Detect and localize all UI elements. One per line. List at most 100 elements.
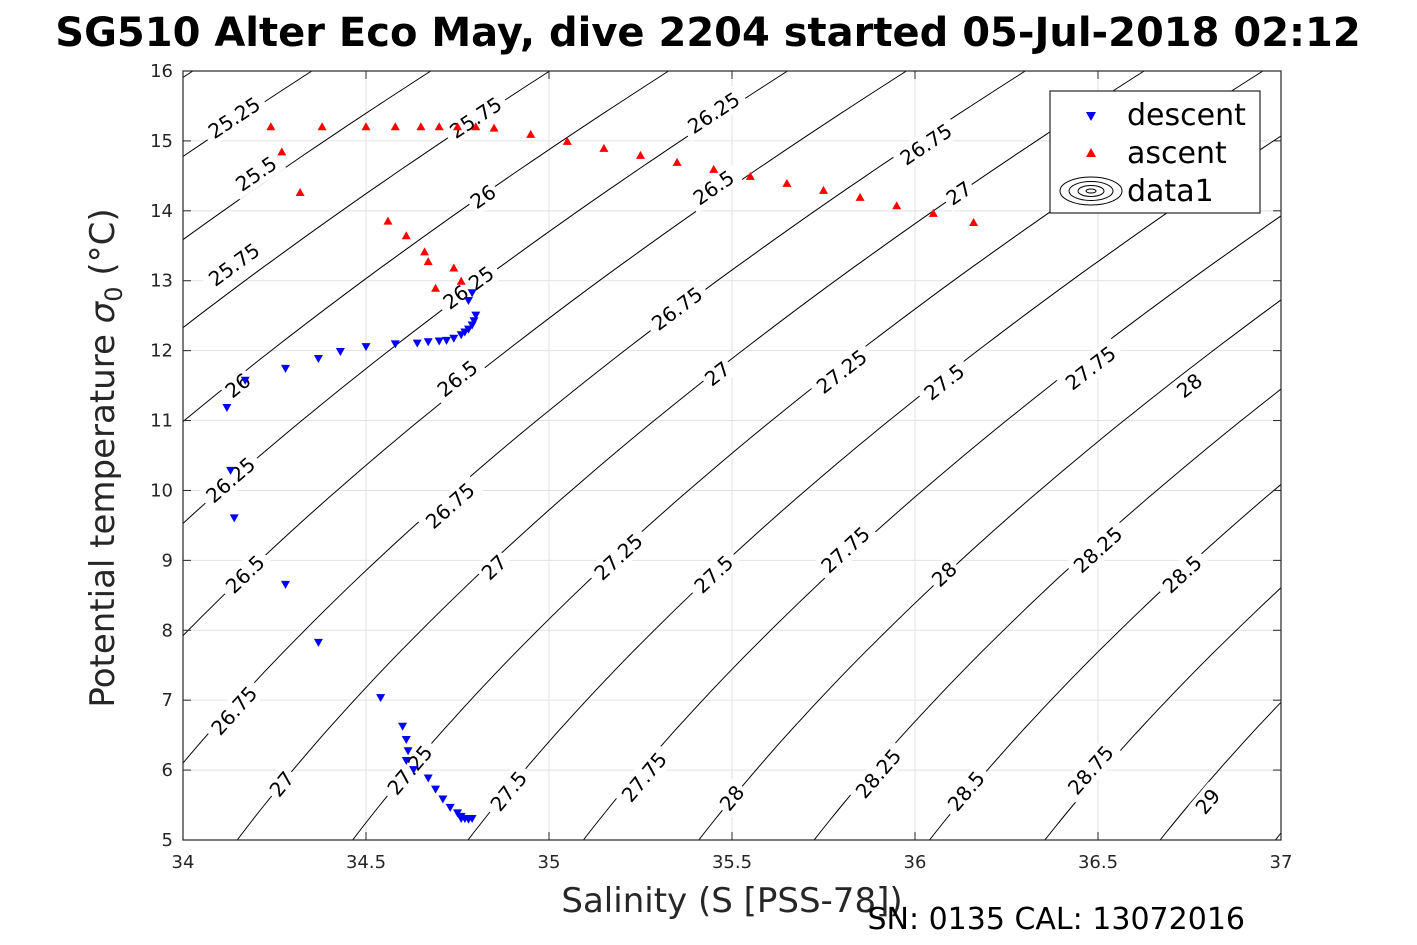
contour-label-bg xyxy=(481,761,536,821)
ascent-point xyxy=(434,122,444,131)
contour-label-bg xyxy=(697,354,738,393)
contour-label-bg xyxy=(262,764,301,804)
contour-line xyxy=(928,483,1281,840)
descent-point xyxy=(412,339,422,348)
ascent-point xyxy=(423,257,433,266)
y-tick-label: 5 xyxy=(162,830,173,851)
contour-line xyxy=(236,71,1146,840)
descent-point xyxy=(463,297,473,306)
y-tick-label: 7 xyxy=(162,690,173,711)
legend-descent-marker xyxy=(1086,112,1096,121)
contour-label-bg xyxy=(196,448,265,512)
contour-label-bg xyxy=(585,524,652,589)
contour-label-bg xyxy=(807,341,877,403)
ascent-point xyxy=(383,216,393,225)
legend: descent ascent data1 xyxy=(1049,90,1261,214)
ascent-point xyxy=(453,122,462,131)
ascent-point xyxy=(819,185,828,194)
contour-label-bg xyxy=(890,115,962,174)
contour-label-bg xyxy=(199,88,270,147)
ascent-point xyxy=(855,192,865,201)
ascent-point xyxy=(401,231,411,240)
contour-line xyxy=(582,215,1281,840)
y-tick-label: 13 xyxy=(150,271,173,292)
descent-point xyxy=(467,815,477,824)
descent-point xyxy=(423,774,433,783)
ascent-point xyxy=(416,122,426,131)
ascent-point xyxy=(969,218,979,227)
descent-point xyxy=(240,376,250,385)
descent-point xyxy=(401,757,411,766)
contour-label-bg xyxy=(914,355,974,409)
descent-point xyxy=(431,785,441,794)
contour-label-bg xyxy=(938,761,994,821)
ascent-point xyxy=(782,178,792,187)
ascent-point xyxy=(636,150,645,159)
contour-line xyxy=(183,71,908,637)
descent-point xyxy=(335,348,345,357)
contour-line xyxy=(0,36,9,875)
y-tick-label: 16 xyxy=(150,61,173,82)
ascent-point xyxy=(892,201,902,210)
descent-point xyxy=(456,815,466,824)
y-tick-label: 9 xyxy=(162,550,173,571)
descent-point xyxy=(442,336,452,345)
x-tick-label: 36.5 xyxy=(1078,852,1118,873)
ascent-point xyxy=(317,122,327,131)
descent-point xyxy=(398,722,408,731)
density-contours xyxy=(0,36,1417,875)
contour-label-bg xyxy=(1059,736,1123,804)
ascent-point xyxy=(390,122,400,131)
contour-label-bg xyxy=(1064,518,1132,582)
contour-line xyxy=(813,388,1281,840)
ascent-point xyxy=(361,122,371,131)
contour-line xyxy=(698,299,1281,840)
ascent-point xyxy=(562,136,572,145)
descent-point xyxy=(229,514,239,523)
contour-label-bg xyxy=(642,278,712,339)
legend-ascent-marker xyxy=(1086,148,1096,157)
descent-point xyxy=(390,340,400,349)
contour-label-bg xyxy=(463,178,503,216)
ascent-point xyxy=(449,263,459,272)
contour-label-bg xyxy=(1153,546,1211,603)
contour-label-bg xyxy=(1056,337,1126,399)
y-axis-label-sigma: σ xyxy=(83,300,123,323)
x-tick-label: 35.5 xyxy=(712,852,752,873)
contour-label-bg xyxy=(416,474,484,538)
descent-point xyxy=(280,580,290,589)
legend-contour-icon xyxy=(1059,176,1123,206)
y-axis-label-unit: (°C) xyxy=(83,208,123,286)
descent-point xyxy=(401,736,411,745)
y-tick-label: 12 xyxy=(150,341,173,362)
ascent-point xyxy=(277,147,287,156)
ascent-point xyxy=(295,187,305,196)
contour-label-bg xyxy=(433,257,504,318)
y-tick-label: 11 xyxy=(150,411,173,432)
contour-line xyxy=(1363,36,1417,875)
contour-label-bg xyxy=(812,517,879,582)
ascent-point xyxy=(599,143,609,152)
descent-point xyxy=(445,803,455,812)
legend-ascent-label: ascent xyxy=(1127,136,1227,171)
x-tick-label: 34 xyxy=(172,852,195,873)
descent-point xyxy=(438,795,448,804)
descent-point xyxy=(467,289,477,298)
contour-label-bg xyxy=(1188,781,1227,822)
ascent-point xyxy=(928,208,938,217)
y-tick-label: 10 xyxy=(150,480,173,501)
contour-label-bg xyxy=(218,366,258,405)
y-axis-label-main: Potential temperature xyxy=(83,323,123,707)
contour-line xyxy=(183,71,789,525)
descent-point xyxy=(403,747,413,756)
contour-label-bg xyxy=(428,351,487,406)
descent-point xyxy=(313,355,323,364)
contour-label-bg xyxy=(202,677,267,745)
contour-label-bg xyxy=(712,778,752,818)
descent-point xyxy=(222,403,232,412)
ascent-point xyxy=(672,157,682,166)
legend-data1-label: data1 xyxy=(1127,174,1214,209)
contour-line xyxy=(1044,587,1281,840)
contour-label-bg xyxy=(216,546,274,603)
